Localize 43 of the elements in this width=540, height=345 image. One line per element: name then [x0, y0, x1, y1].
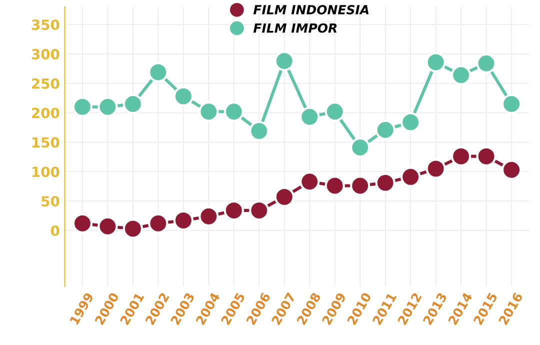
point — [450, 146, 472, 166]
point — [274, 50, 294, 72]
point — [350, 176, 370, 196]
point — [476, 146, 496, 166]
point — [426, 158, 446, 179]
point — [450, 65, 472, 86]
point — [173, 86, 194, 106]
point — [224, 200, 244, 221]
point — [400, 166, 421, 187]
point — [148, 213, 168, 234]
y-tick-label: 100 — [32, 166, 60, 178]
point — [98, 96, 118, 117]
point — [375, 120, 396, 140]
y-tick-label: 300 — [32, 48, 60, 60]
y-tick-label: 150 — [32, 137, 60, 148]
point — [501, 160, 522, 180]
legend-label: FILM INDONESIA — [253, 4, 369, 14]
y-tick-label: 0 — [50, 225, 60, 236]
point — [400, 112, 421, 132]
y-tick-label: 200 — [32, 108, 60, 118]
point — [224, 102, 244, 122]
point — [476, 53, 496, 74]
point — [249, 120, 270, 142]
legend-label: FILM IMPOR — [253, 23, 337, 33]
point — [98, 216, 118, 236]
y-tick-label: 350 — [32, 20, 60, 30]
point — [375, 172, 396, 193]
point — [300, 106, 320, 127]
y-tick-label: 250 — [32, 78, 60, 89]
point — [198, 206, 219, 226]
point — [148, 62, 168, 82]
point — [324, 176, 345, 196]
point — [173, 210, 194, 231]
point — [249, 200, 270, 221]
point — [72, 96, 93, 117]
point — [274, 186, 294, 207]
point — [198, 102, 219, 122]
point — [324, 102, 345, 122]
y-tick-label: 50 — [42, 196, 60, 207]
point — [426, 52, 446, 72]
point — [122, 218, 144, 239]
point — [300, 172, 320, 192]
point — [350, 137, 370, 158]
